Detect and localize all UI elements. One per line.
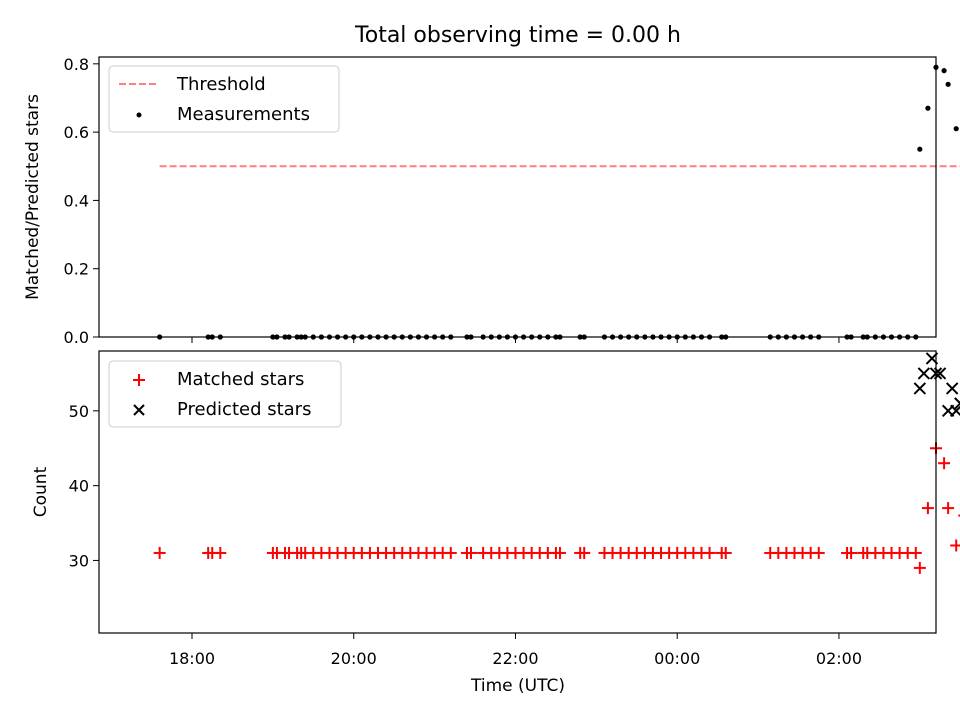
predicted-stars-point bbox=[954, 397, 960, 410]
x-tick-label: 18:00 bbox=[169, 649, 215, 668]
matched-stars-point bbox=[444, 546, 457, 559]
chart-title: Total observing time = 0.00 h bbox=[354, 23, 681, 48]
measurements-point bbox=[953, 126, 959, 132]
matched-stars-point bbox=[938, 457, 951, 470]
matched-stars-point bbox=[845, 546, 858, 559]
measurements-point bbox=[925, 105, 931, 111]
matched-stars-point bbox=[703, 546, 716, 559]
count-plot-area bbox=[153, 352, 960, 574]
count-y-tick-label: 30 bbox=[69, 551, 89, 570]
matched-stars-point bbox=[812, 546, 825, 559]
matched-stars-point bbox=[950, 539, 960, 552]
predicted-stars-point bbox=[913, 382, 927, 395]
ratio-legend: Threshold Measurements bbox=[108, 65, 340, 133]
count-legend: Matched stars Predicted stars bbox=[108, 360, 342, 428]
measurements-point bbox=[941, 68, 947, 74]
ratio-y-tick-label: 0.6 bbox=[64, 123, 89, 142]
measurements-legend-swatch bbox=[136, 112, 142, 118]
measurements-point bbox=[945, 81, 951, 87]
matched-stars-point bbox=[578, 546, 591, 559]
x-tick-label: 02:00 bbox=[816, 649, 862, 668]
ratio-y-axis: 0.0 0.2 0.4 0.6 0.8 bbox=[64, 55, 99, 347]
matched-stars-point bbox=[553, 546, 566, 559]
matched-legend-swatch bbox=[133, 374, 145, 386]
ratio-y-tick-label: 0.4 bbox=[64, 191, 89, 210]
measurements-legend-label: Measurements bbox=[177, 104, 310, 125]
ratio-legend-box bbox=[108, 65, 340, 133]
count-y-axis: 30 40 50 bbox=[69, 402, 99, 570]
matched-stars-point bbox=[153, 546, 166, 559]
ratio-y-tick-label: 0.8 bbox=[64, 55, 89, 74]
ratio-y-label: Matched/Predicted stars bbox=[23, 94, 43, 300]
count-legend-box bbox=[108, 360, 342, 428]
measurements-point bbox=[917, 146, 923, 152]
count-y-label: Count bbox=[31, 466, 51, 517]
x-tick-label: 00:00 bbox=[654, 649, 700, 668]
ratio-axes-frame bbox=[98, 56, 937, 338]
threshold-legend-label: Threshold bbox=[176, 74, 266, 95]
matched-stars-point bbox=[913, 561, 926, 574]
x-tick-label: 20:00 bbox=[331, 649, 377, 668]
matched-legend-label: Matched stars bbox=[177, 369, 304, 390]
predicted-stars-point bbox=[945, 382, 959, 395]
x-axis-label: Time (UTC) bbox=[470, 676, 565, 696]
predicted-legend-swatch bbox=[133, 404, 145, 416]
count-axes-frame bbox=[98, 350, 937, 634]
ratio-y-tick-label: 0.0 bbox=[64, 328, 89, 347]
matched-stars-point bbox=[921, 502, 934, 515]
predicted-legend-label: Predicted stars bbox=[177, 399, 311, 420]
ratio-y-tick-label: 0.2 bbox=[64, 260, 89, 279]
predicted-stars-point bbox=[917, 367, 931, 380]
matched-stars-point bbox=[214, 546, 227, 559]
x-tick-label: 22:00 bbox=[492, 649, 538, 668]
matched-stars-point bbox=[719, 546, 732, 559]
matched-stars-point bbox=[942, 502, 955, 515]
matched-stars-point bbox=[909, 546, 922, 559]
count-y-tick-label: 40 bbox=[69, 477, 89, 496]
matched-stars-point bbox=[465, 546, 477, 559]
ratio-x-ticks bbox=[191, 337, 840, 343]
ratio-panel: 0.00.20.40.60.8 Matched/Predicted stars … bbox=[23, 55, 960, 347]
count-y-tick-label: 50 bbox=[69, 402, 89, 421]
